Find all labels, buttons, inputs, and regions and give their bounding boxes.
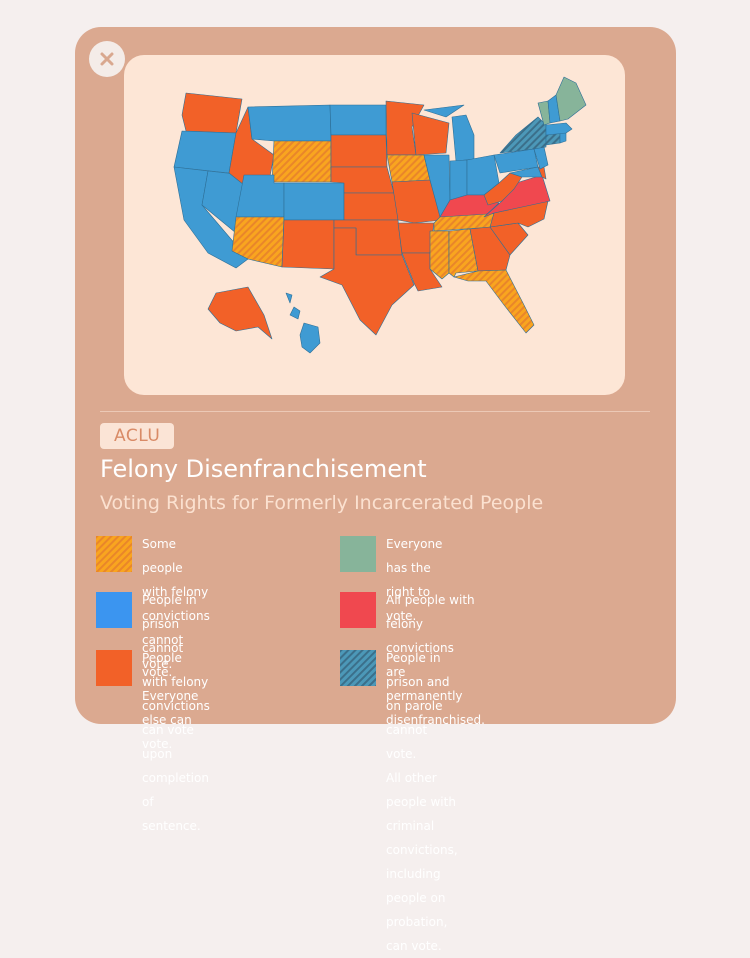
state-TX [319, 227, 415, 336]
state-KS [343, 192, 399, 221]
state-MT [247, 104, 332, 142]
legend-label: Everyone has the right to vote. [386, 537, 443, 623]
state-FL [453, 269, 535, 334]
state-WV [483, 172, 523, 206]
legend-swatch-red [340, 592, 376, 628]
state-MS [429, 230, 450, 280]
close-button[interactable] [89, 41, 125, 77]
state-AK [207, 286, 273, 340]
legend-label: All people with felony convictions are p… [386, 593, 485, 727]
state-NY [499, 116, 547, 154]
divider [100, 411, 650, 412]
source-badge: ACLU [100, 423, 175, 449]
legend-label: Some people with felony convictions cann… [142, 537, 210, 671]
state-MA [545, 122, 573, 136]
state-HI [285, 292, 321, 354]
state-WI [411, 112, 450, 156]
us-map [173, 76, 587, 354]
state-GA [469, 226, 511, 272]
legend-label: People with felony convictions can vote … [142, 651, 210, 833]
legend-swatch-hatched-blue [340, 650, 376, 686]
legend-swatch-hatched-orange [96, 536, 132, 572]
state-IN [449, 159, 468, 201]
legend-swatch-blue [96, 592, 132, 628]
state-IA [386, 154, 431, 183]
state-CO [283, 182, 345, 221]
state-MO [391, 179, 443, 224]
legend-swatch-green [340, 536, 376, 572]
close-icon [100, 52, 114, 66]
state-RI [559, 132, 567, 144]
state-OR [173, 130, 237, 174]
state-ND [329, 104, 387, 136]
state-AR [397, 222, 435, 254]
legend-swatch-orange [96, 650, 132, 686]
state-NM [281, 219, 335, 270]
page-subtitle: Voting Rights for Formerly Incarcerated … [100, 492, 544, 514]
state-SD [330, 134, 388, 168]
state-WA [181, 92, 243, 134]
state-WY [271, 140, 332, 183]
state-AZ [231, 216, 285, 268]
map-panel [124, 55, 625, 395]
page-title: Felony Disenfranchisement [100, 455, 427, 483]
legend-label: People in prison and on parole cannot vo… [386, 651, 458, 953]
legend-label: People in prison cannot vote. Everyone e… [142, 593, 199, 751]
state-ME [555, 76, 587, 122]
